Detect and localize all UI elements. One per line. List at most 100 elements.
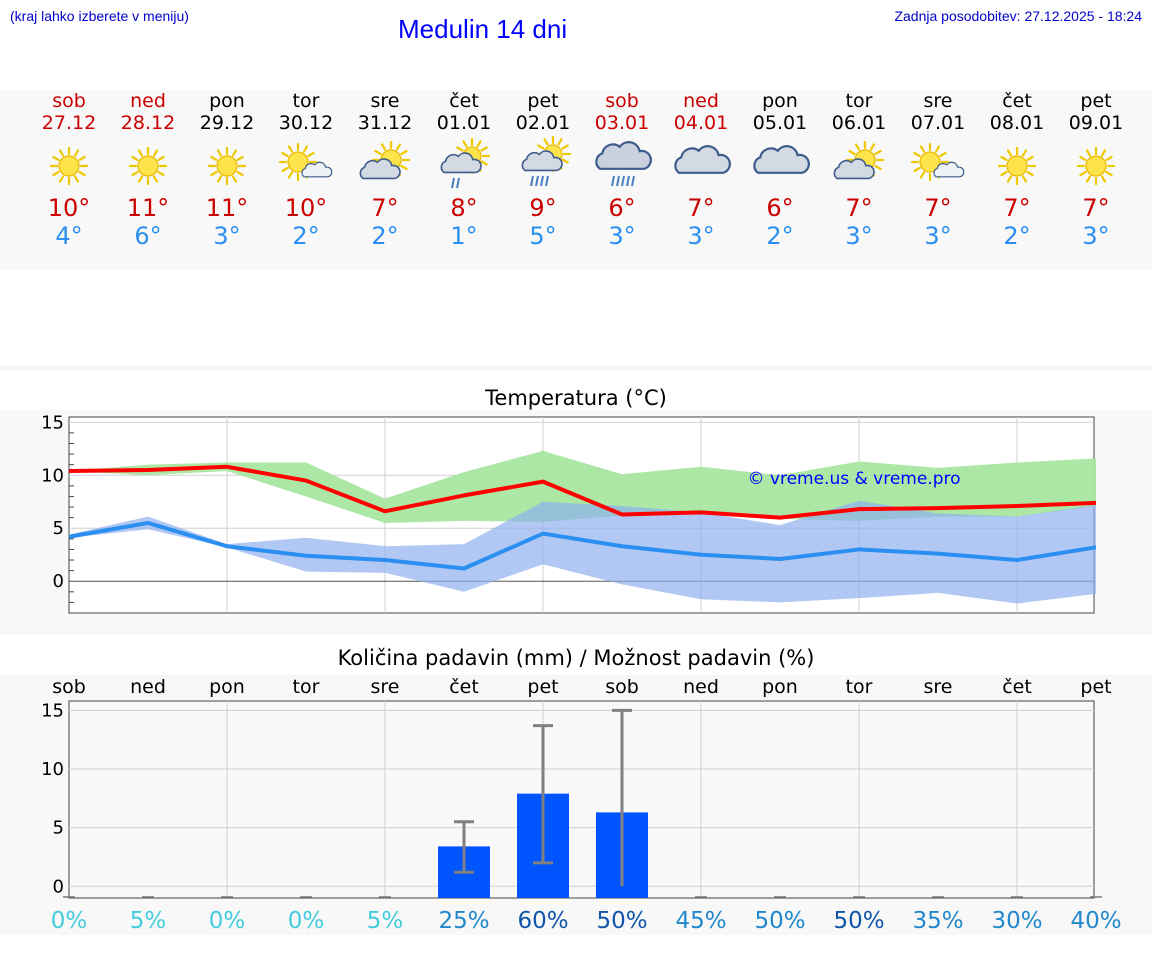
sunny-icon [108,134,188,194]
precip-probability: 30% [991,908,1042,934]
sunny-icon-graphic [207,146,247,186]
sun-ray [1079,155,1087,162]
sun-ray [307,151,315,158]
page-title: Medulin 14 dni [398,14,568,44]
sun-ray [1000,155,1008,162]
sun-ray [1000,170,1008,177]
precip-probability: 45% [675,908,726,934]
cloud-shape [359,158,401,180]
sunny-icon-graphic [128,146,168,186]
sun-disc [216,155,238,177]
precip-day-label: sob [605,676,639,698]
sun-small-cloud-icon-graphic [278,142,333,182]
sun-ray [287,171,294,179]
sun-ray [919,171,926,179]
day-date: 29.12 [199,112,255,134]
sun-ray [1085,175,1092,183]
cloud-shape [595,141,652,170]
sun-ray [848,149,856,156]
sun-ray [131,170,139,177]
day-column: pet 09.01 7° 3° [1056,90,1136,250]
day-column: sob 03.01 6° 3° [582,90,662,250]
day-date: 08.01 [989,112,1045,134]
sun-ray [913,151,921,158]
rain-drop [530,175,534,187]
precip-day-label: čet [1002,676,1032,698]
rain-drop [451,177,455,189]
sun-ray [561,144,569,150]
rain-drop [631,175,635,187]
sun-ray [210,170,218,177]
cloud-path [933,161,965,178]
rain-drop [621,175,625,187]
watermark: © vreme.us & vreme.pro [747,469,960,489]
max-temp: 11° [126,194,170,222]
cloud-path [359,158,401,180]
max-line [68,464,1097,520]
max-temp: 7° [924,194,952,222]
sun-ray [137,149,144,157]
min-band [69,500,1096,604]
sun-ray [480,160,488,166]
day-column: ned 04.01 7° 3° [661,90,741,250]
y-tick-label: 5 [53,518,64,539]
sun-shape [207,146,247,186]
day-column: sre 31.12 7° 2° [345,90,425,250]
sun-shape [1076,146,1116,186]
day-date: 09.01 [1068,112,1124,134]
sun-ray [152,149,159,157]
temperature-title: Temperatura (°C) [485,386,667,410]
partly-cloudy-icon [345,134,425,194]
sun-small-cloud-icon [266,134,346,194]
sun-small-cloud-icon [898,134,978,194]
sun-disc [137,155,159,177]
precip-day-label: sre [371,676,400,698]
sunny-icon [1056,134,1136,194]
max-temp: 10° [284,194,328,222]
min-temp: 6° [134,222,162,250]
sun-ray [236,170,244,177]
sun-ray [1021,149,1028,157]
day-date: 27.12 [41,112,97,134]
sun-ray [934,145,941,153]
precip-probability: 35% [912,908,963,934]
precip-day-label: ned [683,676,719,698]
cloud-shape [833,158,875,180]
day-column: pet 02.01 9° 5° [503,90,583,250]
sun-ray [874,149,882,156]
day-name: pet [1080,90,1112,112]
rain-drop [611,175,615,187]
sun-disc [287,151,309,173]
sun-ray [137,175,144,183]
y-tick-label: 5 [53,818,64,839]
rain-drop [616,175,620,187]
sun-ray [231,149,238,157]
sunny-icon [29,134,109,194]
sun-ray [400,164,408,171]
sun-ray [157,155,165,162]
sun-cloud-rain-icon [503,134,583,194]
day-name: sob [52,90,86,112]
cloud-shape [440,152,482,174]
sun-ray [537,144,545,150]
precip-probability: 5% [130,908,167,934]
rain-drop [535,175,539,187]
min-line [68,520,1097,571]
sun-ray [561,158,569,164]
sun-ray [216,149,223,157]
sun-ray [78,155,86,162]
sun-cloud-light-rain-icon-graphic [440,137,491,189]
rain-drop [626,175,630,187]
day-column: čet 08.01 7° 2° [977,90,1057,250]
y-tick-label: 15 [41,700,64,721]
min-temp: 2° [292,222,320,250]
sun-ray [231,175,238,183]
precip-day-label: čet [449,676,479,698]
sun-ray [557,138,563,146]
sun-ray [58,175,65,183]
cloud-shape [301,161,333,178]
precip-probability: 0% [288,908,325,934]
sun-ray [152,175,159,183]
sun-ray [874,164,882,171]
day-date: 06.01 [831,112,887,134]
